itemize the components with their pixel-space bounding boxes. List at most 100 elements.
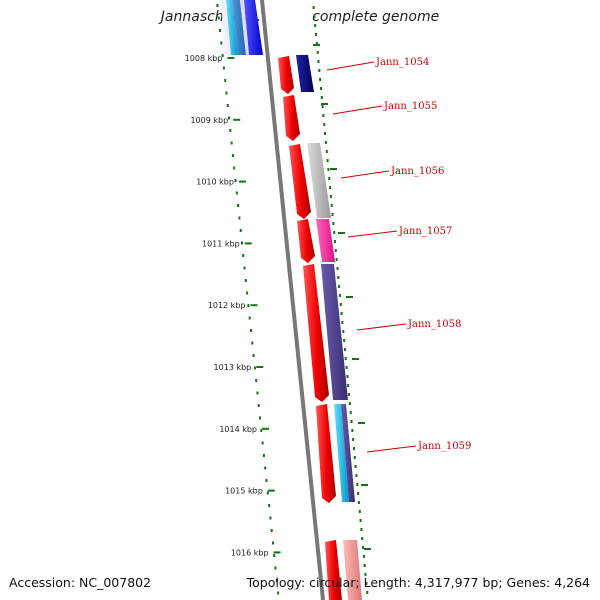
ring-dot <box>239 229 242 232</box>
ring-dot <box>360 528 363 531</box>
ring-dot <box>269 516 272 520</box>
gene-labels: Jann_1054 Jann_1055 Jann_1056 Jann_1057 Jann… <box>326 57 471 453</box>
scale-tick-label: 1010 kbp <box>196 178 234 187</box>
ring-dot <box>334 249 337 252</box>
gene-arrow-partial-cyan <box>226 0 238 55</box>
ring-dot <box>318 69 321 72</box>
ring-dot <box>238 216 241 220</box>
ring-dot <box>362 546 365 549</box>
ring-dot <box>231 154 234 157</box>
ring-dot <box>229 129 232 132</box>
ring-dot <box>339 303 342 306</box>
ring-dash <box>330 168 337 170</box>
ring-dot <box>359 519 362 522</box>
ring-dot <box>340 312 343 315</box>
ring-dot <box>237 204 240 207</box>
ring-dot <box>253 366 256 370</box>
ring-dot <box>268 504 271 507</box>
ring-dot <box>363 564 366 567</box>
ring-dot <box>226 104 229 107</box>
ring-dot <box>327 168 330 171</box>
ring-dash <box>361 484 368 486</box>
gene-arrow-jann-1056-gray <box>307 143 331 218</box>
gene-arrow-jann-1054-red <box>278 56 294 94</box>
ring-dot <box>356 483 359 486</box>
ring-dot <box>353 456 356 459</box>
ring-dot <box>321 105 324 108</box>
gene-label-leader <box>356 323 407 331</box>
ring-dot <box>244 279 247 282</box>
ring-dot <box>366 591 369 594</box>
ring-dot <box>365 582 368 585</box>
ring-dot <box>364 573 367 576</box>
ring-dot <box>270 529 273 532</box>
ring-dot <box>235 191 238 195</box>
ring-dot <box>274 566 277 570</box>
ring-dot <box>225 91 228 95</box>
ring-dot <box>326 159 329 162</box>
ring-dot <box>312 6 315 9</box>
partial-genes-top <box>221 0 263 55</box>
ring-dot <box>351 429 354 432</box>
scale-tick-label: 1011 kbp <box>202 239 240 248</box>
gene-arrow-jann-1059-cyan <box>334 404 349 502</box>
gene-label: Jann_1058 <box>407 319 461 330</box>
ring-dash <box>364 548 371 550</box>
gene-arrow-jann-1054-navy <box>296 55 314 92</box>
scale-tick-label: 1012 kbp <box>208 301 246 310</box>
ring-dot <box>336 267 339 270</box>
gene-arrow-partial-steelblue <box>232 0 246 55</box>
ring-dot <box>241 241 243 245</box>
ring-dash <box>338 232 345 234</box>
ring-dot <box>355 474 358 477</box>
ring-dot <box>314 24 317 27</box>
ring-dot <box>315 33 317 36</box>
ring-dot <box>273 554 276 557</box>
ring-dot <box>219 29 221 32</box>
accession-text: Accession: NC_007802 <box>9 575 151 590</box>
ring-dot <box>348 402 351 405</box>
ring-dash <box>352 358 359 360</box>
genome-backbone <box>260 0 325 600</box>
scale-tick-label: 1016 kbp <box>231 548 269 557</box>
ring-dot <box>342 330 345 333</box>
ring-dot <box>261 441 264 445</box>
ring-dot <box>332 222 335 225</box>
gene-arrow-partial-blue <box>244 0 263 55</box>
ring-dot <box>313 15 316 18</box>
ring-dot <box>338 294 341 297</box>
ring-dot <box>243 266 246 270</box>
scale-tick-label: 1008 kbp <box>185 54 223 63</box>
ring-dot <box>319 78 322 81</box>
ring-dot <box>324 141 327 144</box>
ring-dot <box>328 177 331 180</box>
ring-dot <box>357 501 360 504</box>
ring-dot <box>222 66 225 70</box>
ring-dot <box>320 96 323 99</box>
ring-dot <box>350 420 353 423</box>
ring-dot <box>230 141 233 145</box>
gene-label-leader <box>347 230 398 238</box>
ring-dot <box>362 555 365 558</box>
gene-label-leader <box>340 170 390 179</box>
ring-dot <box>330 204 333 207</box>
ring-dot <box>277 591 280 595</box>
ring-dot <box>260 429 263 432</box>
ring-dot <box>361 537 364 540</box>
ring-dot <box>317 60 320 63</box>
ring-dot <box>337 276 340 279</box>
ring-dot <box>345 366 348 369</box>
gene-arrow-jann-1055-red <box>283 95 300 141</box>
ring-dot <box>353 447 355 450</box>
ring-dot <box>255 379 258 382</box>
ring-dot <box>343 348 346 351</box>
ring-dot <box>335 258 338 261</box>
ring-dot <box>341 321 344 324</box>
ring-dash <box>313 44 320 46</box>
ring-dot <box>272 541 274 545</box>
inner-dotted-ring <box>216 4 280 595</box>
gene-label-leader <box>332 105 383 115</box>
ring-dot <box>234 179 237 182</box>
ring-dot <box>325 150 328 153</box>
ring-dot <box>315 42 318 45</box>
